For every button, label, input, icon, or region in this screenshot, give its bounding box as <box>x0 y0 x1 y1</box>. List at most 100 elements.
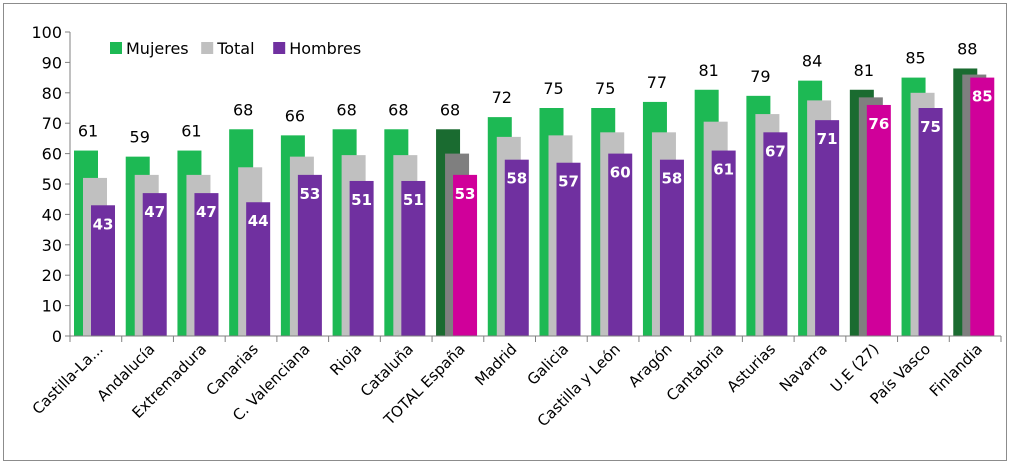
x-category-label: Castilla-La... <box>29 340 107 418</box>
category-group: 59 47 <box>125 128 167 336</box>
label-mujeres: 68 <box>440 100 460 119</box>
category-group: 68 53 <box>436 100 478 336</box>
label-hombres: 58 <box>662 170 683 188</box>
category-group: 68 44 <box>229 100 271 336</box>
bar-hombres <box>194 193 219 336</box>
y-tick-label: 10 <box>42 297 62 316</box>
x-category-label: Madrid <box>471 340 520 389</box>
bar-hombres <box>763 132 788 336</box>
label-hombres: 85 <box>972 88 993 106</box>
label-mujeres: 59 <box>130 128 150 147</box>
bar-hombres <box>970 77 995 336</box>
y-tick-label: 20 <box>42 266 62 285</box>
x-axis: Castilla-La...AndalucíaExtremaduraCanari… <box>29 335 1002 430</box>
category-group: 79 67 <box>746 67 788 336</box>
label-mujeres: 68 <box>388 100 408 119</box>
label-hombres: 60 <box>610 164 631 182</box>
bar-hombres <box>142 193 167 336</box>
y-tick-label: 60 <box>42 145 62 164</box>
label-mujeres: 75 <box>543 79 563 98</box>
category-group: 68 51 <box>332 100 374 336</box>
label-mujeres: 85 <box>905 49 925 68</box>
label-mujeres: 66 <box>285 106 305 125</box>
y-tick-label: 50 <box>42 175 62 194</box>
label-hombres: 71 <box>817 130 838 148</box>
label-mujeres: 68 <box>233 100 253 119</box>
label-hombres: 51 <box>351 191 372 209</box>
label-mujeres: 68 <box>336 100 356 119</box>
category-group: 81 76 <box>849 61 891 337</box>
x-category-label: Navarra <box>776 340 831 395</box>
category-group: 75 57 <box>539 79 581 336</box>
bar-hombres <box>349 180 374 336</box>
bar-hombres <box>659 159 684 336</box>
label-hombres: 51 <box>403 191 424 209</box>
legend: Mujeres Total Hombres <box>110 39 361 58</box>
label-hombres: 47 <box>196 203 217 221</box>
label-hombres: 76 <box>868 115 889 133</box>
bar-hombres <box>246 202 271 336</box>
y-tick-label: 100 <box>31 23 62 42</box>
bar-hombres <box>711 150 736 336</box>
category-group: 75 60 <box>591 79 633 336</box>
category-group: 81 61 <box>694 61 736 337</box>
bar-hombres <box>815 120 840 336</box>
label-hombres: 58 <box>506 170 527 188</box>
label-hombres: 53 <box>455 185 476 203</box>
bar-hombres <box>608 153 633 336</box>
chart-frame: 0 10 20 30 40 50 60 70 80 90 100 61 43 59 47 61 47 68 44 6… <box>3 3 1007 461</box>
category-group: 66 53 <box>280 106 322 336</box>
legend-swatch <box>110 42 122 54</box>
category-group: 68 51 <box>384 100 426 336</box>
y-tick-label: 80 <box>42 84 62 103</box>
label-mujeres: 77 <box>647 73 667 92</box>
label-hombres: 61 <box>713 161 734 179</box>
y-tick-label: 0 <box>52 327 62 346</box>
legend-swatch <box>201 42 214 54</box>
y-axis: 0 10 20 30 40 50 60 70 80 90 100 <box>31 23 71 346</box>
legend-label: Total <box>216 39 254 58</box>
bar-hombres <box>504 159 529 336</box>
bar-hombres <box>401 180 426 336</box>
label-hombres: 67 <box>765 142 786 160</box>
label-hombres: 44 <box>248 212 269 230</box>
x-category-label: Rioja <box>326 340 365 379</box>
category-group: 72 58 <box>487 88 529 337</box>
bar-hombres <box>453 174 478 336</box>
category-group: 85 75 <box>901 49 943 336</box>
bar-hombres <box>91 205 115 336</box>
label-hombres: 57 <box>558 173 579 191</box>
label-hombres: 43 <box>93 215 114 233</box>
label-mujeres: 84 <box>802 52 822 71</box>
x-category-label: Aragón <box>625 340 676 391</box>
bars: 61 43 59 47 61 47 68 44 66 53 68 51 68 51 68 53 72 58 75 57… <box>74 39 995 337</box>
bar-hombres <box>556 162 581 336</box>
category-group: 88 85 <box>953 39 995 336</box>
y-tick-label: 40 <box>42 205 62 224</box>
bar-hombres <box>918 108 943 336</box>
label-mujeres: 61 <box>181 122 201 141</box>
label-mujeres: 88 <box>957 39 977 58</box>
y-tick-label: 90 <box>42 53 62 72</box>
y-tick-label: 30 <box>42 236 62 255</box>
legend-label: Hombres <box>289 39 361 58</box>
category-group: 61 47 <box>177 122 219 336</box>
x-category-label: Asturias <box>723 340 779 396</box>
legend-swatch <box>273 42 286 54</box>
category-group: 84 71 <box>798 52 840 337</box>
y-tick-label: 70 <box>42 114 62 133</box>
label-mujeres: 75 <box>595 79 615 98</box>
bar-hombres <box>297 174 322 336</box>
legend-label: Mujeres <box>126 39 189 58</box>
bar-hombres <box>866 104 891 337</box>
label-mujeres: 81 <box>854 61 874 80</box>
label-mujeres: 61 <box>78 122 98 141</box>
category-group: 77 58 <box>642 73 684 336</box>
label-mujeres: 79 <box>750 67 770 86</box>
category-group: 61 43 <box>74 122 115 336</box>
label-hombres: 75 <box>920 118 941 136</box>
label-mujeres: 81 <box>698 61 718 80</box>
label-hombres: 47 <box>144 203 165 221</box>
label-mujeres: 72 <box>492 88 512 107</box>
